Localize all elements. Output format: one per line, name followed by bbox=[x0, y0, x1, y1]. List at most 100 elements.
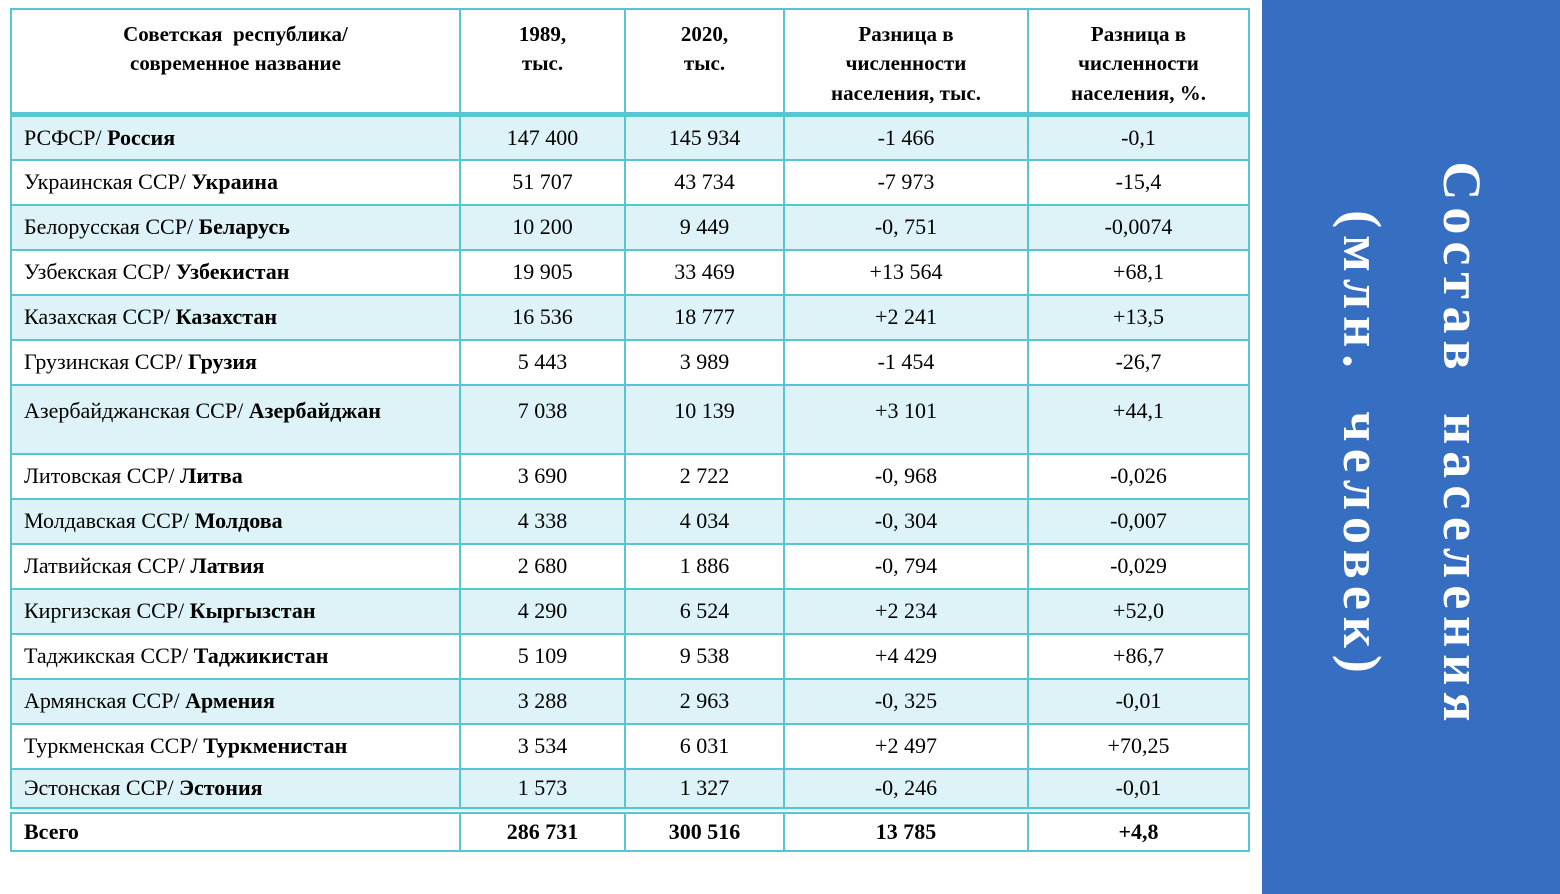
header-diff-thousands: Разница в численности населения, тыс. bbox=[783, 8, 1029, 118]
sidebar-title-line1: Состав населения bbox=[1431, 161, 1492, 729]
pop-1989: 2 680 bbox=[459, 542, 626, 590]
soviet-name: Литовская ССР/ bbox=[24, 463, 175, 489]
diff-thousands: -0, 794 bbox=[783, 542, 1029, 590]
diff-percent: +13,5 bbox=[1027, 293, 1250, 341]
diff-thousands: -1 454 bbox=[783, 338, 1029, 386]
table-row-lithuania: Литовская ССР/ Литва 3 690 2 722 -0, 968… bbox=[10, 452, 1250, 500]
table-row-ukraine: Украинская ССР/ Украина 51 707 43 734 -7… bbox=[10, 158, 1250, 206]
table-header: Советская республика/ современное назван… bbox=[10, 8, 1250, 118]
soviet-name: Туркменская ССР/ bbox=[24, 733, 198, 759]
diff-thousands: +3 101 bbox=[783, 383, 1029, 455]
pop-1989: 3 288 bbox=[459, 677, 626, 725]
pop-1989: 16 536 bbox=[459, 293, 626, 341]
table-row-georgia: Грузинская ССР/ Грузия 5 443 3 989 -1 45… bbox=[10, 338, 1250, 386]
diff-thousands: +2 241 bbox=[783, 293, 1029, 341]
pop-2020: 2 722 bbox=[624, 452, 785, 500]
republic-name: Литовская ССР/ Литва bbox=[10, 452, 461, 500]
sidebar-panel: Состав населения (млн. человек) bbox=[1262, 0, 1560, 894]
pop-2020: 3 989 bbox=[624, 338, 785, 386]
soviet-name: Киргизская ССР/ bbox=[24, 598, 185, 624]
diff-percent: -0,0074 bbox=[1027, 203, 1250, 251]
sidebar-title: Состав населения (млн. человек) bbox=[1311, 161, 1511, 728]
diff-percent: +44,1 bbox=[1027, 383, 1250, 455]
pop-1989: 10 200 bbox=[459, 203, 626, 251]
diff-thousands: +2 497 bbox=[783, 722, 1029, 770]
diff-percent: -26,7 bbox=[1027, 338, 1250, 386]
soviet-name: Таджикская ССР/ bbox=[24, 643, 189, 669]
pop-2020: 145 934 bbox=[624, 113, 785, 161]
pop-2020: 33 469 bbox=[624, 248, 785, 296]
modern-name: Грузия bbox=[187, 349, 257, 375]
pop-2020: 1 886 bbox=[624, 542, 785, 590]
table-body: РСФСР/ Россия 147 400 145 934 -1 466 -0,… bbox=[10, 113, 1250, 852]
table-row-total: Всего 286 731 300 516 13 785 +4,8 bbox=[10, 807, 1250, 852]
modern-name: Беларусь bbox=[198, 214, 290, 240]
pop-2020: 9 538 bbox=[624, 632, 785, 680]
table-row-tajikistan: Таджикская ССР/ Таджикистан 5 109 9 538 … bbox=[10, 632, 1250, 680]
diff-percent: -0,007 bbox=[1027, 497, 1250, 545]
pop-2020: 6 031 bbox=[624, 722, 785, 770]
republic-name: Казахская ССР/ Казахстан bbox=[10, 293, 461, 341]
table-row-russia: РСФСР/ Россия 147 400 145 934 -1 466 -0,… bbox=[10, 113, 1250, 161]
soviet-name: Эстонская ССР/ bbox=[24, 775, 174, 801]
table-row-azerbaijan: Азербайджанская ССР/ Азербайджан 7 038 1… bbox=[10, 383, 1250, 455]
header-republic: Советская республика/ современное назван… bbox=[10, 8, 461, 118]
diff-thousands: -0, 751 bbox=[783, 203, 1029, 251]
soviet-name: Белорусская ССР/ bbox=[24, 214, 194, 240]
pop-1989: 5 443 bbox=[459, 338, 626, 386]
modern-name: Узбекистан bbox=[175, 259, 290, 285]
table-row-latvia: Латвийская ССР/ Латвия 2 680 1 886 -0, 7… bbox=[10, 542, 1250, 590]
republic-name: Армянская ССР/ Армения bbox=[10, 677, 461, 725]
table-row-turkmenistan: Туркменская ССР/ Туркменистан 3 534 6 03… bbox=[10, 722, 1250, 770]
table-row-kyrgyzstan: Киргизская ССР/ Кыргызстан 4 290 6 524 +… bbox=[10, 587, 1250, 635]
republic-name: Грузинская ССР/ Грузия bbox=[10, 338, 461, 386]
pop-1989: 19 905 bbox=[459, 248, 626, 296]
header-1989: 1989, тыс. bbox=[459, 8, 626, 118]
pop-1989: 5 109 bbox=[459, 632, 626, 680]
diff-thousands: +2 234 bbox=[783, 587, 1029, 635]
population-table: Советская республика/ современное назван… bbox=[10, 8, 1250, 852]
diff-percent: -0,029 bbox=[1027, 542, 1250, 590]
diff-thousands: -1 466 bbox=[783, 113, 1029, 161]
table-row-estonia: Эстонская ССР/ Эстония 1 573 1 327 -0, 2… bbox=[10, 767, 1250, 812]
modern-name: Эстония bbox=[179, 775, 263, 801]
total-diff-thousands: 13 785 bbox=[783, 807, 1029, 852]
republic-name: Латвийская ССР/ Латвия bbox=[10, 542, 461, 590]
modern-name: Украина bbox=[191, 169, 278, 195]
pop-1989: 3 690 bbox=[459, 452, 626, 500]
diff-thousands: +4 429 bbox=[783, 632, 1029, 680]
modern-name: Туркменистан bbox=[203, 733, 348, 759]
pop-1989: 4 290 bbox=[459, 587, 626, 635]
pop-2020: 18 777 bbox=[624, 293, 785, 341]
table-row-uzbekistan: Узбекская ССР/ Узбекистан 19 905 33 469 … bbox=[10, 248, 1250, 296]
pop-2020: 1 327 bbox=[624, 767, 785, 812]
table-row-belarus: Белорусская ССР/ Беларусь 10 200 9 449 -… bbox=[10, 203, 1250, 251]
pop-1989: 4 338 bbox=[459, 497, 626, 545]
soviet-name: РСФСР/ bbox=[24, 124, 102, 150]
diff-percent: -0,01 bbox=[1027, 767, 1250, 812]
diff-percent: +52,0 bbox=[1027, 587, 1250, 635]
modern-name: Азербайджан bbox=[248, 397, 381, 423]
republic-name: Эстонская ССР/ Эстония bbox=[10, 767, 461, 812]
republic-name: Украинская ССР/ Украина bbox=[10, 158, 461, 206]
republic-name: Узбекская ССР/ Узбекистан bbox=[10, 248, 461, 296]
pop-1989: 7 038 bbox=[459, 383, 626, 455]
soviet-name: Узбекская ССР/ bbox=[24, 259, 171, 285]
pop-2020: 2 963 bbox=[624, 677, 785, 725]
pop-2020: 9 449 bbox=[624, 203, 785, 251]
diff-percent: -0,026 bbox=[1027, 452, 1250, 500]
diff-thousands: -0, 325 bbox=[783, 677, 1029, 725]
diff-percent: -0,01 bbox=[1027, 677, 1250, 725]
diff-percent: +70,25 bbox=[1027, 722, 1250, 770]
diff-thousands: -0, 968 bbox=[783, 452, 1029, 500]
diff-thousands: +13 564 bbox=[783, 248, 1029, 296]
modern-name: Армения bbox=[185, 688, 275, 714]
pop-2020: 4 034 bbox=[624, 497, 785, 545]
soviet-name: Казахская ССР/ bbox=[24, 304, 171, 330]
diff-percent: -15,4 bbox=[1027, 158, 1250, 206]
soviet-name: Азербайджанская ССР/ bbox=[24, 397, 244, 423]
soviet-name: Молдавская ССР/ bbox=[24, 508, 190, 534]
diff-percent: +86,7 bbox=[1027, 632, 1250, 680]
soviet-name: Армянская ССР/ bbox=[24, 688, 180, 714]
